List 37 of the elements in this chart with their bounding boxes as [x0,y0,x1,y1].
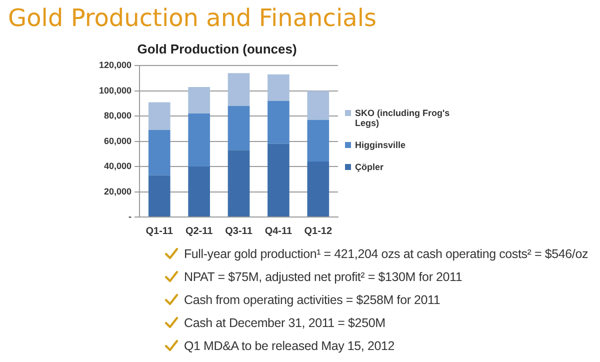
bar [188,114,210,167]
x-tick-label: Q4-11 [264,226,293,237]
text: NPAT = $75M, adjusted net profit² = $130M for 2011 [184,270,462,284]
legend-label: SKO (including Frog's Legs) [355,108,451,128]
y-tick-label: - [128,211,132,222]
x-tick-label: Q1-12 [304,226,332,237]
bar [188,166,210,216]
text: Cash from operating activities = $258M for 2011 [184,292,440,306]
bar [228,106,250,150]
bar [188,87,210,114]
bar [228,150,250,216]
y-tick-label: 120,000 [98,60,132,70]
bar [268,144,290,216]
bar [148,175,170,216]
x-tick-label: Q1-11 [146,226,174,237]
y-tick-label: 60,000 [104,136,132,146]
text: Cash at December 31, 2011 = $250M [184,316,386,330]
bar [228,73,250,106]
x-tick-label: Q3-11 [225,226,253,237]
bar [268,74,290,101]
bar [148,130,170,176]
y-tick-label: 100,000 [98,85,132,96]
bar [307,120,330,162]
text: Q1 MD&A to be released May 15, 2012 [184,338,394,352]
text: Gold Production and Financials [8,4,377,32]
y-tick-label: 40,000 [104,161,132,172]
y-tick-label: 80,000 [104,110,132,121]
bar [268,100,290,144]
bar [307,90,330,120]
y-tick-label: 20,000 [104,186,132,196]
legend-label: Çöpler [355,162,384,172]
chart-title: Gold Production (ounces) [137,41,297,56]
bar [307,161,330,216]
x-tick-label: Q2-11 [185,226,214,237]
legend-label: Higginsville [355,140,406,150]
bar [148,102,170,130]
text: Full-year gold production¹ = 421,204 ozs at cash operating costs² = $546/oz [184,246,588,260]
